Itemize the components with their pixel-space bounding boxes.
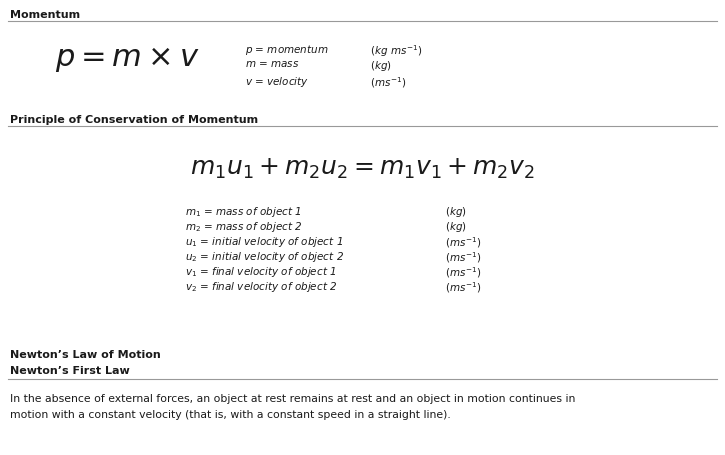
Text: $(kg)$: $(kg)$ <box>370 59 392 73</box>
Text: $p$ = momentum: $p$ = momentum <box>245 43 328 57</box>
Text: $v_2$ = final velocity of object 2: $v_2$ = final velocity of object 2 <box>185 279 337 293</box>
Text: $(ms^{-1})$: $(ms^{-1})$ <box>445 234 481 249</box>
Text: In the absence of external forces, an object at rest remains at rest and an obje: In the absence of external forces, an ob… <box>10 393 576 403</box>
Text: Newton’s First Law: Newton’s First Law <box>10 365 130 375</box>
Text: $m_1u_1 + m_2u_2 = m_1v_1 + m_2v_2$: $m_1u_1 + m_2u_2 = m_1v_1 + m_2v_2$ <box>190 157 535 181</box>
Text: Newton’s Law of Motion: Newton’s Law of Motion <box>10 349 161 359</box>
Text: $u_2$ = initial velocity of object 2: $u_2$ = initial velocity of object 2 <box>185 249 344 263</box>
Text: $(ms^{-1})$: $(ms^{-1})$ <box>445 249 481 264</box>
Text: motion with a constant velocity (that is, with a constant speed in a straight li: motion with a constant velocity (that is… <box>10 409 451 419</box>
Text: $v$ = velocity: $v$ = velocity <box>245 75 309 89</box>
Text: $m_1$ = mass of object 1: $m_1$ = mass of object 1 <box>185 205 302 218</box>
Text: $m$ = mass: $m$ = mass <box>245 59 299 69</box>
Text: $(ms^{-1})$: $(ms^{-1})$ <box>445 264 481 279</box>
Text: $(kg)$: $(kg)$ <box>445 205 467 218</box>
Text: $v_1$ = final velocity of object 1: $v_1$ = final velocity of object 1 <box>185 264 336 278</box>
Text: Principle of Conservation of Momentum: Principle of Conservation of Momentum <box>10 115 258 125</box>
Text: Momentum: Momentum <box>10 10 80 20</box>
Text: $u_1$ = initial velocity of object 1: $u_1$ = initial velocity of object 1 <box>185 234 343 248</box>
Text: $(ms^{-1})$: $(ms^{-1})$ <box>370 75 406 90</box>
Text: $(kg)$: $(kg)$ <box>445 219 467 233</box>
Text: $m_2$ = mass of object 2: $m_2$ = mass of object 2 <box>185 219 302 233</box>
Text: $p = m \times v$: $p = m \times v$ <box>55 45 199 74</box>
Text: $(ms^{-1})$: $(ms^{-1})$ <box>445 279 481 294</box>
Text: $(kg\ ms^{-1})$: $(kg\ ms^{-1})$ <box>370 43 422 59</box>
